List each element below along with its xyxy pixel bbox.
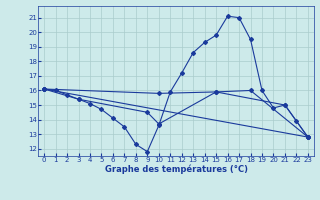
X-axis label: Graphe des températures (°C): Graphe des températures (°C) [105,165,247,174]
